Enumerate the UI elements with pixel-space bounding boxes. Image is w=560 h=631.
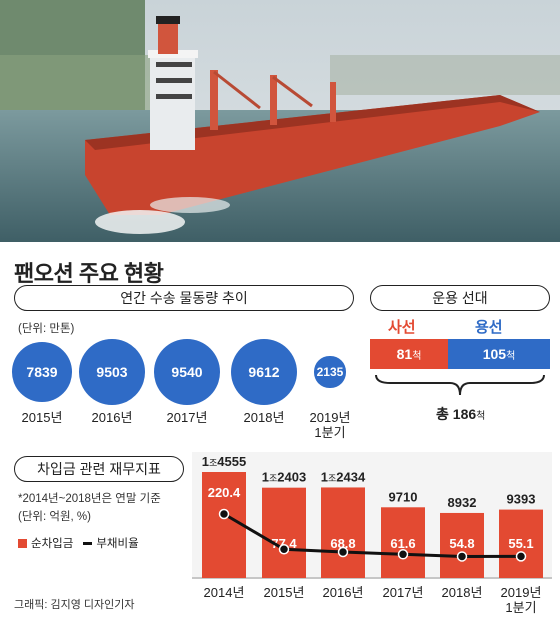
- owned-bar: 81 척: [370, 339, 448, 369]
- legend-debt: 순차입금: [31, 538, 74, 550]
- ratio-label: 61.6: [390, 536, 415, 551]
- debt-bar: [499, 509, 543, 578]
- fleet-header-label: 운용 선대: [432, 290, 488, 306]
- debt-bar: [440, 512, 484, 578]
- debt-bar: [202, 472, 246, 578]
- chartered-value: 105: [482, 346, 507, 362]
- volume-bubble: 2135: [314, 356, 346, 388]
- debt-label: 1조2434: [321, 469, 366, 484]
- chartered-bar: 105 척: [448, 339, 550, 369]
- fleet-brace: [375, 374, 545, 396]
- total-prefix: 총: [436, 406, 449, 422]
- owned-label: 사선: [388, 319, 416, 336]
- legend-bar-swatch: [18, 538, 27, 548]
- ship-photo: [0, 0, 560, 242]
- owned-unit: 척: [412, 350, 422, 362]
- legend-line-swatch: [83, 541, 93, 545]
- page-title: 팬오션 주요 현황: [14, 261, 164, 286]
- ratio-point: [397, 549, 409, 560]
- debt-bar: [381, 507, 425, 578]
- category-label: 2015년: [264, 585, 305, 600]
- volume-bubble: 9540: [154, 339, 220, 405]
- fleet-total: 총 186척: [436, 404, 485, 424]
- finance-header-label: 차입금 관련 재무지표: [37, 461, 161, 477]
- volume-year: 2017년: [166, 410, 208, 425]
- finance-note: *2014년~2018년은 연말 기준: [18, 493, 161, 505]
- volume-bubble: 7839: [12, 342, 72, 402]
- ratio-point: [456, 551, 468, 562]
- ratio-line: [223, 512, 522, 558]
- debt-label: 9710: [389, 489, 418, 504]
- ratio-point: [337, 546, 349, 558]
- debt-label: 1조2403: [262, 470, 306, 485]
- ratio-label: 220.4: [208, 485, 241, 500]
- volume-header: 연간 수송 물동량 추이: [14, 285, 354, 311]
- volume-bubble: 9612: [231, 339, 297, 405]
- category-label: 2017년: [383, 585, 424, 600]
- total-value: 186: [452, 406, 477, 422]
- chartered-label: 용선: [475, 319, 503, 336]
- ratio-label: 68.8: [330, 536, 355, 551]
- category-label: 2014년: [204, 585, 245, 600]
- total-unit: 척: [476, 411, 486, 422]
- ratio-label: 54.8: [449, 536, 474, 551]
- volume-unit: (단위: 만톤): [18, 323, 75, 335]
- legend-ratio: 부채비율: [96, 538, 139, 550]
- debt-label: 8932: [448, 495, 477, 510]
- category-label: 1분기: [505, 600, 536, 615]
- volume-header-label: 연간 수송 물동량 추이: [120, 290, 248, 306]
- category-label: 2019년: [501, 585, 542, 600]
- ratio-label: 55.1: [508, 536, 533, 551]
- category-label: 2018년: [442, 585, 483, 600]
- credit: 그래픽: 김지영 디자인기자: [14, 599, 135, 611]
- debt-bar: [321, 487, 365, 578]
- ratio-point: [218, 508, 230, 520]
- chartered-unit: 척: [506, 350, 516, 362]
- ratio-point: [515, 551, 527, 562]
- volume-year: 2016년: [91, 410, 133, 425]
- volume-year: 2018년: [243, 410, 285, 425]
- debt-label: 1조4555: [202, 454, 246, 469]
- owned-value: 81: [396, 346, 413, 362]
- volume-year: 2015년: [21, 410, 63, 425]
- legend: 순차입금 부채비율: [18, 535, 139, 551]
- debt-label: 9393: [507, 492, 536, 507]
- fleet-header: 운용 선대: [370, 285, 550, 311]
- volume-bubble: 9503: [79, 339, 145, 405]
- ratio-point: [278, 543, 290, 555]
- debt-bar: [262, 487, 306, 578]
- finance-unit: (단위: 억원, %): [18, 511, 91, 523]
- finance-header: 차입금 관련 재무지표: [14, 456, 184, 482]
- category-label: 2016년: [323, 585, 364, 600]
- volume-year: 2019년 1분기: [309, 410, 351, 440]
